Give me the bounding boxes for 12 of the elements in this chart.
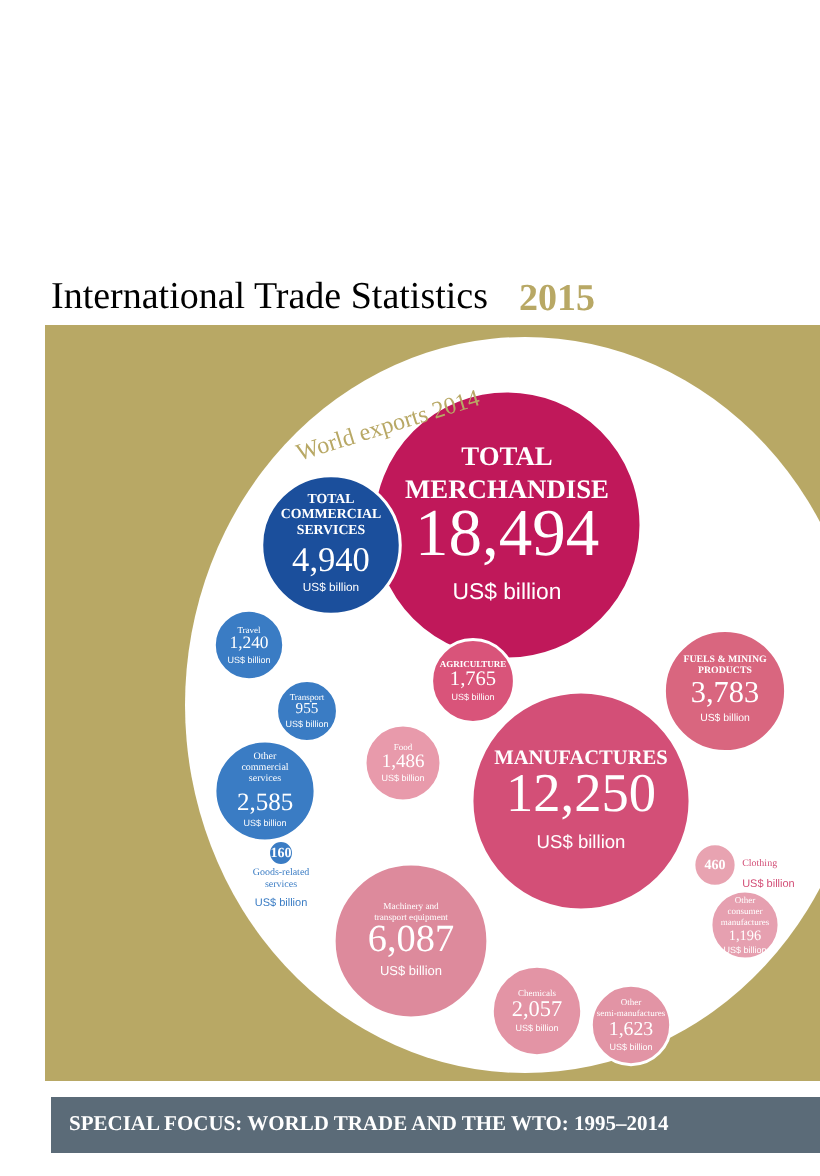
data-label: 1,623 — [608, 1018, 654, 1041]
data-label: 2,057 — [511, 997, 563, 1022]
data-label: 1,486 — [381, 753, 425, 774]
data-label: 1,765 — [449, 668, 497, 691]
text: International Trade Statistics 2015 — [51, 276, 595, 320]
data-label: 2,585 — [236, 787, 294, 816]
text: SPECIAL FOCUS: WORLD TRADE AND THE WTO: 1995–2014 — [69, 1114, 671, 1136]
text: US$ billion — [536, 831, 626, 852]
text: US$ billion — [452, 581, 562, 606]
data-label: 3,783 — [690, 675, 760, 710]
data-label: 1,240 — [229, 632, 270, 653]
data-label: 4,940 — [292, 540, 370, 579]
